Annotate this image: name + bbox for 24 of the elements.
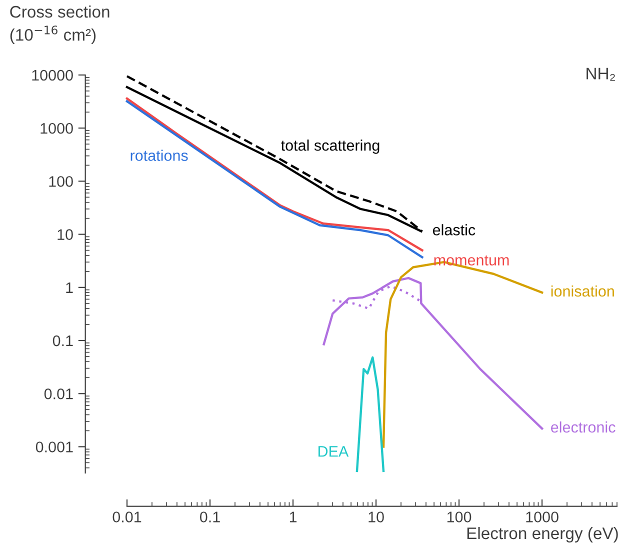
series-label: rotations bbox=[130, 150, 188, 161]
y-tick-label: 1000 bbox=[40, 122, 73, 134]
x-tick-label: 0.1 bbox=[200, 512, 220, 522]
y-tick-label: 100 bbox=[49, 176, 73, 187]
series-label: electronic bbox=[551, 421, 616, 433]
x-tick-label: 0.01 bbox=[112, 512, 142, 522]
x-tick-label: 1000 bbox=[526, 512, 558, 522]
x-tick-label: 10 bbox=[368, 512, 384, 522]
y-tick-label: 10000 bbox=[32, 70, 73, 81]
y-tick-label: 10 bbox=[58, 229, 73, 240]
x-tick-label: 100 bbox=[447, 512, 472, 522]
y-axis-title: Cross section (10$^{−16}$ cm²) bbox=[10, 5, 110, 44]
series-label: ionisation bbox=[551, 285, 614, 297]
series-label: momentum bbox=[434, 255, 509, 266]
chart-title: NH₂ bbox=[586, 68, 615, 81]
y-tick-label: 0.001 bbox=[36, 442, 73, 452]
y-tick-label: 1 bbox=[66, 282, 73, 293]
series-label: elastic bbox=[432, 224, 476, 236]
x-axis-title: Electron energy (eV) bbox=[467, 526, 618, 543]
y-tick-label: 0.01 bbox=[44, 388, 73, 400]
y-tick-label: 0.1 bbox=[52, 335, 73, 346]
x-tick-label: 1 bbox=[290, 512, 297, 522]
series-label: total scattering bbox=[281, 140, 380, 154]
series-label: DEA bbox=[318, 446, 349, 457]
